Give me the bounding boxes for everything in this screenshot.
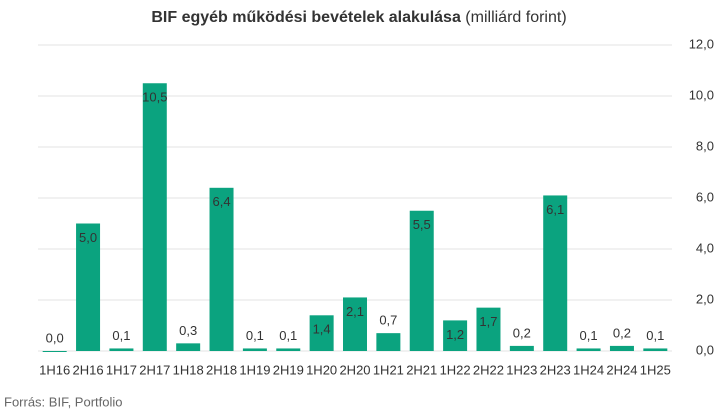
y-tick-label: 8,0 [696,138,714,153]
value-label: 1,7 [479,314,497,329]
x-tick-label: 1H16 [39,362,70,377]
bar [543,195,568,351]
chart-title: BIF egyéb működési bevételek alakulása [151,9,461,26]
value-label: 5,5 [413,217,431,232]
x-tick-label: 1H18 [173,362,204,377]
bar [142,83,167,351]
value-label: 0,2 [613,325,631,340]
x-tick-label: 2H21 [406,362,437,377]
value-label: 0,1 [279,328,297,343]
bar [609,345,634,351]
x-tick-label: 1H23 [506,362,537,377]
bar [443,320,468,351]
bar [42,351,67,352]
chart-title-line: BIF egyéb működési bevételek alakulása (… [151,9,566,26]
x-tick-label: 2H17 [139,362,170,377]
bar [576,348,601,351]
bar [509,345,534,351]
source: Forrás: BIF, Portfolio [4,394,122,409]
bar [376,333,401,351]
bar [76,223,101,351]
bar [242,348,267,351]
bar [109,348,134,351]
y-tick-label: 2,0 [696,291,714,306]
y-tick-label: 6,0 [696,189,714,204]
value-label: 6,1 [546,202,564,217]
value-label: 0,1 [646,328,664,343]
bar [343,297,367,351]
value-label: 0,7 [379,313,397,328]
value-label: 0,1 [112,328,130,343]
value-label: 1,4 [313,322,331,337]
x-tick-label: 1H19 [239,362,270,377]
chart-subtitle: (milliárd forint) [465,9,566,26]
x-tick-label: 1H17 [106,362,137,377]
bar [209,187,234,351]
value-label: 0,0 [46,330,64,345]
bar [176,343,201,351]
x-tick-label: 2H20 [339,362,370,377]
value-label: 0,2 [513,325,531,340]
bar [309,315,334,351]
value-label: 1,2 [446,327,464,342]
x-tick-label: 2H24 [606,362,637,377]
y-tick-label: 4,0 [696,240,714,255]
bar [643,348,668,351]
value-label: 5,0 [79,230,97,245]
value-label: 2,1 [346,304,364,319]
value-label: 10,5 [142,90,167,105]
y-tick-label: 0,0 [696,342,714,357]
x-tick-label: 1H21 [373,362,404,377]
bar [276,348,301,351]
value-label: 0,3 [179,323,197,338]
bar [476,307,501,351]
y-tick-label: 10,0 [689,87,714,102]
x-tick-label: 1H20 [306,362,337,377]
value-label: 0,1 [580,328,598,343]
x-tick-label: 2H18 [206,362,237,377]
x-tick-label: 1H25 [640,362,671,377]
x-tick-label: 1H24 [573,362,604,377]
x-tick-label: 1H22 [440,362,471,377]
bar [409,210,434,351]
x-tick-label: 2H22 [473,362,504,377]
x-tick-label: 2H19 [273,362,304,377]
value-label: 0,1 [246,328,264,343]
value-label: 6,4 [212,194,230,209]
x-tick-label: 2H16 [73,362,104,377]
x-tick-label: 2H23 [540,362,571,377]
y-tick-label: 12,0 [689,36,714,51]
